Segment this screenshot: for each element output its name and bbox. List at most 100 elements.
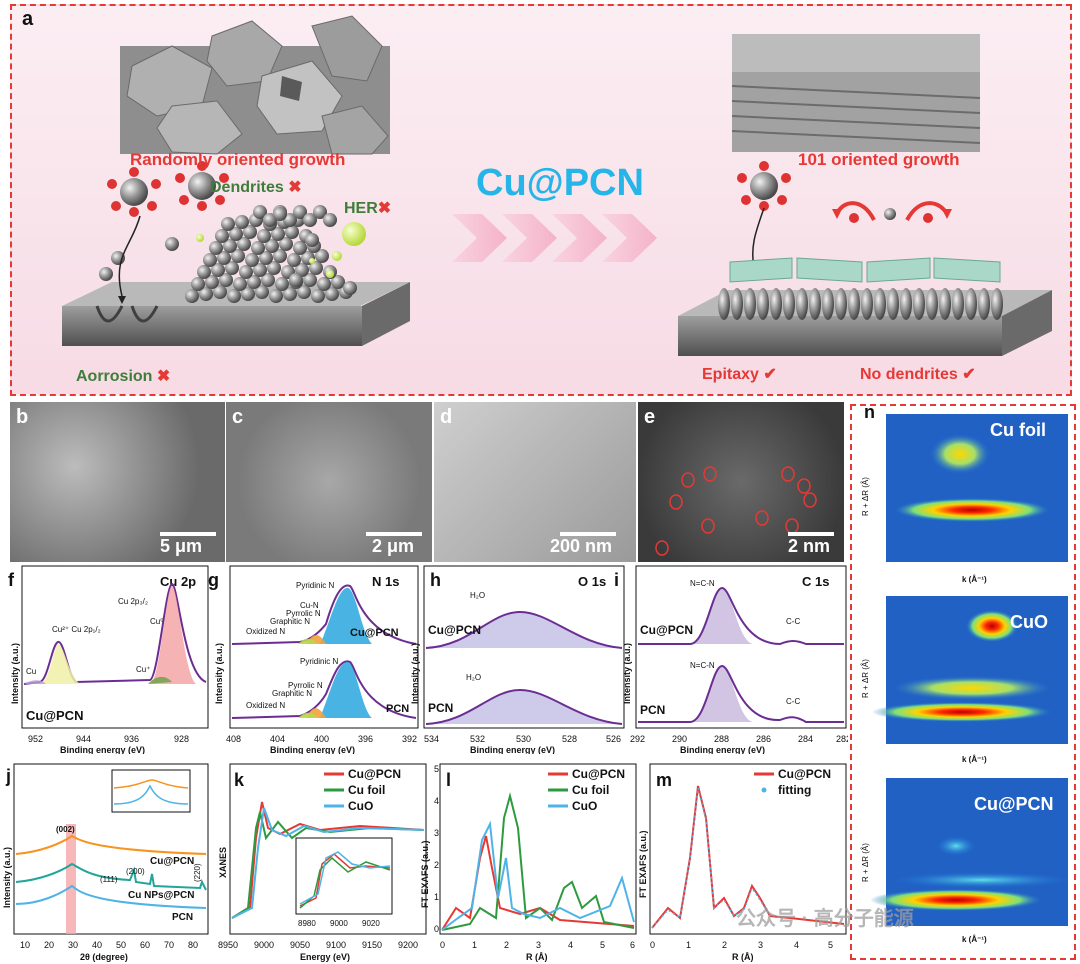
epitaxial-row bbox=[965, 288, 977, 320]
schematic-panel-a: a bbox=[10, 4, 1072, 396]
svg-text:10: 10 bbox=[20, 940, 30, 950]
copper-sphere bbox=[199, 287, 213, 301]
svg-text:30: 30 bbox=[68, 940, 78, 950]
copper-sphere bbox=[255, 285, 269, 299]
svg-text:Pyrrolic N: Pyrrolic N bbox=[288, 681, 323, 690]
epitaxial-row bbox=[848, 288, 860, 320]
copper-sphere bbox=[309, 261, 323, 275]
dendrites-label: Dendrites ✖ bbox=[210, 179, 302, 196]
svg-text:9100: 9100 bbox=[326, 940, 346, 950]
svg-text:5: 5 bbox=[434, 764, 439, 774]
svg-text:1: 1 bbox=[686, 940, 691, 950]
copper-sphere bbox=[237, 237, 251, 251]
epitaxial-row bbox=[770, 288, 782, 320]
svg-text:5: 5 bbox=[828, 940, 833, 950]
copper-sphere bbox=[257, 229, 271, 243]
svg-text:5: 5 bbox=[600, 940, 605, 950]
copper-sphere bbox=[273, 207, 287, 221]
left-arrow-path bbox=[118, 215, 141, 297]
copper-sphere bbox=[265, 239, 279, 253]
copper-sphere bbox=[203, 253, 217, 267]
peak-label: Pyridinic N bbox=[296, 581, 334, 590]
series-label: PCN bbox=[172, 912, 193, 923]
cross-icon: ✖ bbox=[288, 179, 302, 196]
scale-bar bbox=[366, 532, 422, 536]
xps-chart-i: i C 1s N=C-N C-C N=C-N C-C Cu@PCN PCN 29… bbox=[614, 565, 848, 754]
copper-sphere bbox=[235, 215, 249, 229]
scale-label: 5 μm bbox=[160, 536, 203, 556]
tem-image-d: d 200 nm bbox=[434, 402, 636, 562]
svg-text:400: 400 bbox=[314, 734, 329, 744]
check-icon: ✔ bbox=[763, 366, 777, 383]
x-axis-label: Binding energy (eV) bbox=[680, 745, 765, 754]
x-axis-label: Binding energy (eV) bbox=[470, 745, 555, 754]
copper-sphere bbox=[223, 239, 237, 253]
svg-text:928: 928 bbox=[174, 734, 189, 744]
wavelet-panel-n: n Cu foil R + ΔR (Å) k (Å⁻¹) CuO R + ΔR … bbox=[850, 404, 1076, 960]
epitaxial-row bbox=[952, 288, 964, 320]
center-title: Cu@PCN bbox=[476, 162, 644, 204]
copper-sphere bbox=[317, 277, 331, 291]
check-icon: ✔ bbox=[962, 366, 976, 383]
svg-text:R + ΔR (Å): R + ΔR (Å) bbox=[861, 659, 870, 698]
svg-text:408: 408 bbox=[226, 734, 241, 744]
cu2p-envelope bbox=[23, 582, 207, 685]
panel-label-g: g bbox=[208, 570, 219, 590]
svg-text:fitting: fitting bbox=[778, 783, 811, 797]
copper-sphere bbox=[221, 217, 235, 231]
svg-text:532: 532 bbox=[470, 734, 485, 744]
svg-text:9020: 9020 bbox=[362, 919, 380, 928]
copper-sphere bbox=[303, 213, 317, 227]
epitaxial-row bbox=[822, 288, 834, 320]
panel-label-m: m bbox=[656, 770, 672, 790]
peak-label: Graphitic N bbox=[270, 617, 310, 626]
svg-text:CuO: CuO bbox=[572, 799, 597, 813]
single-atom-circles bbox=[655, 466, 817, 556]
svg-text:k (Å⁻¹): k (Å⁻¹) bbox=[962, 935, 987, 944]
svg-text:3: 3 bbox=[758, 940, 763, 950]
copper-sphere bbox=[197, 265, 211, 279]
copper-sphere bbox=[261, 273, 275, 287]
svg-text:(220): (220) bbox=[193, 863, 202, 882]
copper-sphere bbox=[279, 237, 293, 251]
copper-sphere bbox=[211, 263, 225, 277]
copper-sphere bbox=[289, 273, 303, 287]
sample-label: PCN bbox=[428, 701, 453, 715]
left-title: Randomly oriented growth bbox=[130, 150, 346, 169]
y-axis-label: XANES bbox=[218, 847, 228, 878]
x-axis-label: Binding energy (eV) bbox=[270, 745, 355, 754]
cu0-fill bbox=[150, 586, 196, 684]
copper-sphere bbox=[251, 241, 265, 255]
svg-text:936: 936 bbox=[124, 734, 139, 744]
scale-label: 2 μm bbox=[372, 536, 415, 556]
legend-cu-pcn: Cu@PCN bbox=[348, 767, 401, 781]
peak-label: N=C-N bbox=[690, 579, 715, 588]
copper-sphere bbox=[229, 227, 243, 241]
copper-sphere bbox=[343, 281, 357, 295]
svg-text:(111): (111) bbox=[100, 875, 118, 884]
svg-text:2: 2 bbox=[504, 940, 509, 950]
svg-text:4: 4 bbox=[794, 940, 799, 950]
her-label: HER✖ bbox=[344, 200, 392, 217]
sample-label: Cu@PCN bbox=[428, 623, 481, 637]
panel-label-d: d bbox=[440, 406, 453, 428]
epitaxial-row bbox=[887, 288, 899, 320]
bottom-panels: j (002) (111) (200) (220) Cu@PCN Cu NPs@… bbox=[2, 763, 847, 962]
epitaxial-row bbox=[783, 288, 795, 320]
copper-sphere bbox=[313, 205, 327, 219]
epitaxial-row bbox=[744, 288, 756, 320]
svg-text:944: 944 bbox=[76, 734, 91, 744]
epitaxial-row bbox=[874, 288, 886, 320]
copper-sphere bbox=[283, 287, 297, 301]
xrd-cu-pcn bbox=[15, 834, 207, 855]
chart-title: C 1s bbox=[802, 574, 829, 589]
peak-label: Cu 2p₃/₂ bbox=[118, 597, 148, 606]
copper-sphere bbox=[287, 253, 301, 267]
exafs-cu-pcn bbox=[441, 835, 635, 931]
haadf-image-e: e 2 nm bbox=[638, 402, 844, 562]
wavelet-map-cuo: CuO R + ΔR (Å) k (Å⁻¹) bbox=[861, 596, 1068, 764]
copper-sphere bbox=[185, 289, 199, 303]
svg-text:(002): (002) bbox=[56, 825, 75, 834]
copper-sphere bbox=[325, 287, 339, 301]
copper-sphere bbox=[253, 205, 267, 219]
